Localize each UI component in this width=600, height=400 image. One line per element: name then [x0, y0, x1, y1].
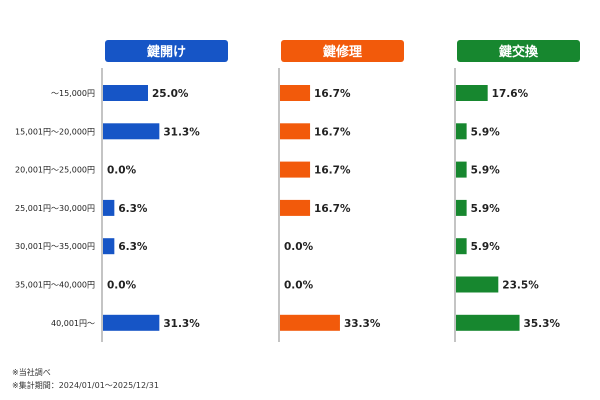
data-label: 5.9% [471, 203, 501, 215]
bar [103, 123, 160, 140]
category-label: 35,001円～40,000円 [15, 281, 95, 290]
bar [280, 123, 311, 140]
data-label: 0.0% [107, 280, 137, 292]
series-header-label: 鍵交換 [499, 44, 539, 60]
bar [456, 123, 467, 140]
data-label: 23.5% [502, 280, 539, 292]
data-label: 6.3% [118, 241, 148, 253]
bar [280, 199, 311, 216]
category-label: 25,001円～30,000円 [15, 204, 95, 213]
bar [456, 199, 467, 216]
footnotes: ※当社調べ ※集計期間：2024/01/01～2025/12/31 [12, 366, 159, 392]
data-label: 16.7% [314, 88, 351, 100]
data-label: 16.7% [314, 126, 351, 138]
data-label: 0.0% [284, 280, 314, 292]
data-label: 0.0% [284, 241, 314, 253]
bar [456, 314, 520, 331]
data-label: 6.3% [118, 203, 148, 215]
category-label: 30,001円～35,000円 [15, 242, 95, 251]
bar [103, 238, 115, 255]
bar [103, 314, 160, 331]
bar [103, 199, 115, 216]
series-header-label: 鍵修理 [323, 44, 362, 60]
data-label: 33.3% [344, 318, 381, 330]
footnote-period: ※集計期間：2024/01/01～2025/12/31 [12, 381, 159, 390]
data-label: 16.7% [314, 165, 351, 177]
data-label: 5.9% [471, 241, 501, 253]
bar [280, 314, 340, 331]
data-label: 17.6% [492, 88, 529, 100]
data-label: 0.0% [107, 165, 137, 177]
category-label: ～15,000円 [51, 89, 95, 98]
series-header-1 [105, 40, 228, 62]
data-label: 31.3% [163, 318, 200, 330]
series-header-label: 鍵開け [147, 44, 186, 60]
bar [456, 85, 488, 101]
data-label: 31.3% [163, 126, 200, 138]
category-label: 20,001円～25,000円 [15, 166, 95, 175]
data-label: 16.7% [314, 203, 351, 215]
category-label: 40,001円～ [51, 319, 95, 328]
series-header-2 [281, 40, 404, 62]
bar [280, 85, 311, 101]
bar [280, 161, 311, 178]
data-label: 5.9% [471, 165, 501, 177]
data-label: 25.0% [152, 88, 189, 100]
bar [456, 238, 467, 255]
bar [456, 276, 499, 293]
category-label: 15,001円～20,000円 [15, 127, 95, 136]
bar [103, 85, 148, 101]
data-label: 5.9% [471, 126, 501, 138]
bar [456, 161, 467, 178]
footnote-source: ※当社調べ [12, 368, 51, 377]
series-header-3 [457, 40, 580, 62]
data-label: 35.3% [524, 318, 561, 330]
